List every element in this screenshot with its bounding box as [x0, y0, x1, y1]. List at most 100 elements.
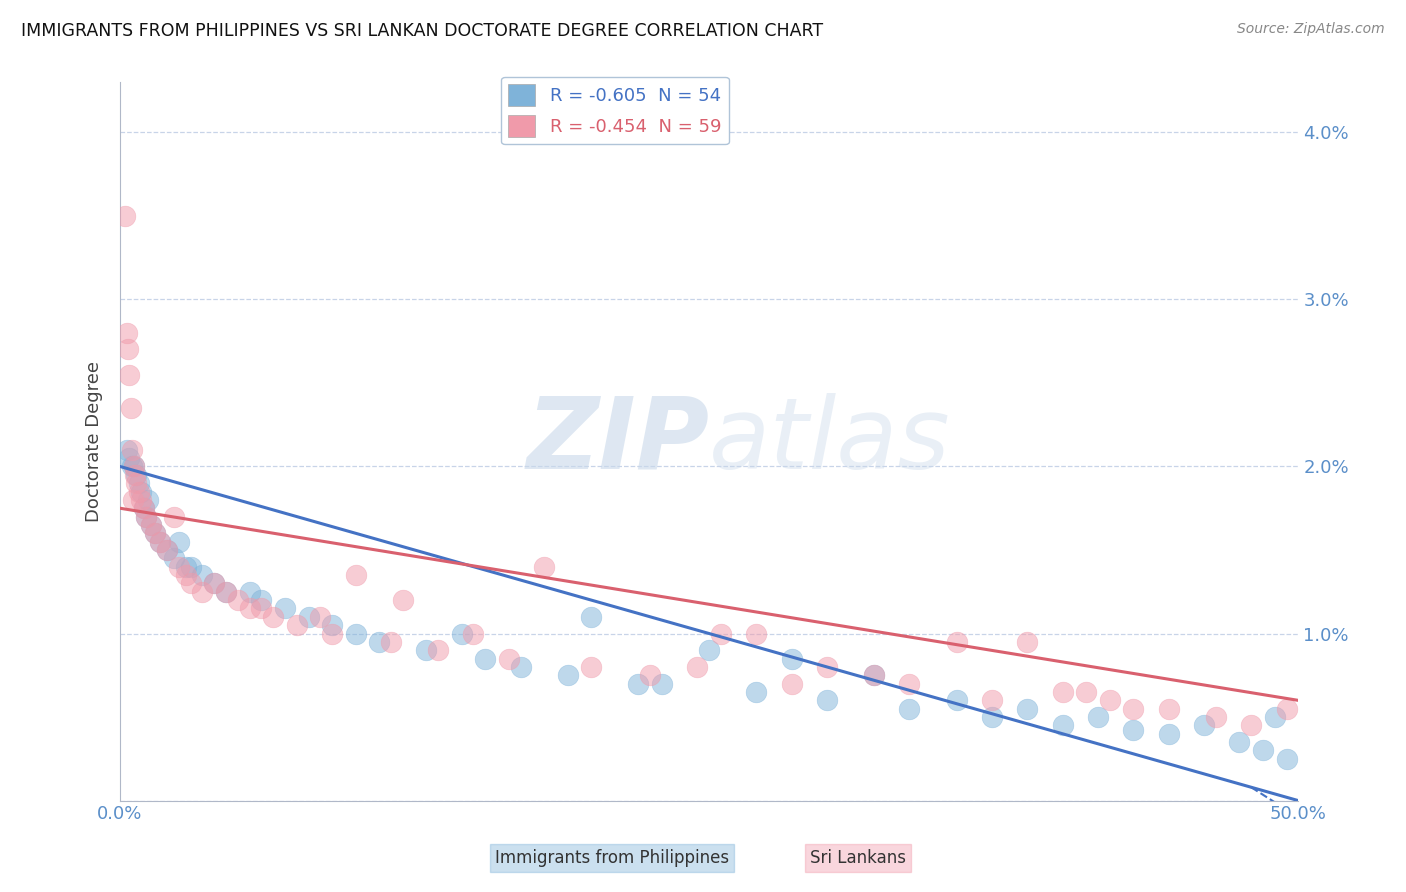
- Point: [581, 610, 603, 624]
- Point: [125, 467, 148, 482]
- Point: [122, 459, 145, 474]
- Point: [117, 343, 139, 357]
- Point: [1122, 702, 1144, 716]
- Point: [262, 610, 284, 624]
- Point: [1052, 718, 1074, 732]
- Point: [180, 559, 202, 574]
- Point: [1157, 727, 1180, 741]
- Point: [780, 676, 803, 690]
- Point: [1240, 718, 1263, 732]
- Point: [1275, 702, 1298, 716]
- Point: [1264, 710, 1286, 724]
- Point: [1205, 710, 1227, 724]
- Point: [474, 651, 496, 665]
- Point: [1017, 702, 1039, 716]
- Point: [129, 492, 152, 507]
- Point: [122, 492, 145, 507]
- Point: [638, 668, 661, 682]
- Point: [1229, 735, 1251, 749]
- Point: [202, 576, 225, 591]
- Point: [149, 534, 172, 549]
- Point: [981, 693, 1004, 707]
- Point: [297, 610, 319, 624]
- Point: [215, 584, 238, 599]
- Point: [1157, 702, 1180, 716]
- Text: Sri Lankans: Sri Lankans: [810, 849, 905, 867]
- Point: [136, 492, 159, 507]
- Point: [697, 643, 720, 657]
- Point: [557, 668, 579, 682]
- Point: [128, 476, 150, 491]
- Text: Source: ZipAtlas.com: Source: ZipAtlas.com: [1237, 22, 1385, 37]
- Point: [945, 693, 967, 707]
- Point: [463, 626, 485, 640]
- Point: [344, 568, 367, 582]
- Point: [239, 584, 262, 599]
- Point: [121, 442, 143, 457]
- Point: [191, 584, 214, 599]
- Point: [1122, 723, 1144, 738]
- Point: [118, 451, 141, 466]
- Point: [686, 660, 709, 674]
- Point: [143, 526, 166, 541]
- Point: [898, 702, 921, 716]
- Point: [1017, 635, 1039, 649]
- Point: [239, 601, 262, 615]
- Point: [167, 559, 190, 574]
- Point: [1251, 743, 1274, 757]
- Point: [124, 467, 146, 482]
- Point: [250, 593, 273, 607]
- Point: [215, 584, 238, 599]
- Text: Immigrants from Philippines: Immigrants from Philippines: [495, 849, 728, 867]
- Text: atlas: atlas: [709, 392, 950, 490]
- Point: [163, 551, 186, 566]
- Point: [898, 676, 921, 690]
- Legend: R = -0.605  N = 54, R = -0.454  N = 59: R = -0.605 N = 54, R = -0.454 N = 59: [501, 77, 728, 145]
- Point: [1087, 710, 1109, 724]
- Point: [321, 626, 343, 640]
- Point: [533, 559, 555, 574]
- Point: [1052, 685, 1074, 699]
- Point: [380, 635, 402, 649]
- Point: [115, 442, 138, 457]
- Point: [250, 601, 273, 615]
- Point: [135, 509, 157, 524]
- Point: [129, 484, 152, 499]
- Point: [863, 668, 886, 682]
- Point: [167, 534, 190, 549]
- Point: [174, 568, 197, 582]
- Point: [132, 501, 155, 516]
- Text: ZIP: ZIP: [526, 392, 709, 490]
- Point: [581, 660, 603, 674]
- Point: [1098, 693, 1121, 707]
- Point: [156, 543, 179, 558]
- Point: [945, 635, 967, 649]
- Point: [427, 643, 450, 657]
- Text: IMMIGRANTS FROM PHILIPPINES VS SRI LANKAN DOCTORATE DEGREE CORRELATION CHART: IMMIGRANTS FROM PHILIPPINES VS SRI LANKA…: [21, 22, 824, 40]
- Point: [180, 576, 202, 591]
- Point: [498, 651, 520, 665]
- Point: [509, 660, 531, 674]
- Point: [128, 484, 150, 499]
- Point: [125, 476, 148, 491]
- Point: [191, 568, 214, 582]
- Point: [745, 685, 768, 699]
- Point: [1275, 752, 1298, 766]
- Point: [149, 534, 172, 549]
- Point: [344, 626, 367, 640]
- Point: [226, 593, 249, 607]
- Point: [745, 626, 768, 640]
- Point: [163, 509, 186, 524]
- Point: [1192, 718, 1215, 732]
- Point: [118, 368, 141, 382]
- Point: [981, 710, 1004, 724]
- Point: [321, 618, 343, 632]
- Point: [120, 401, 142, 415]
- Point: [143, 526, 166, 541]
- Point: [174, 559, 197, 574]
- Point: [627, 676, 650, 690]
- Point: [132, 501, 155, 516]
- Point: [122, 459, 145, 474]
- Point: [135, 509, 157, 524]
- Point: [815, 660, 838, 674]
